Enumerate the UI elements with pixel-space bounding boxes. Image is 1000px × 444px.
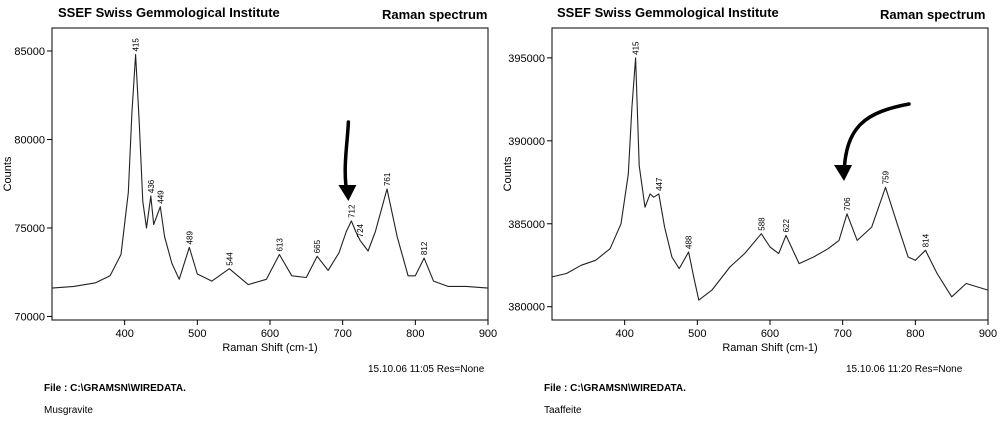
- peak-label: 544: [225, 252, 234, 266]
- arrow-head: [338, 185, 357, 201]
- peak-label: 812: [420, 241, 429, 255]
- y-axis-label: Counts: [2, 156, 14, 191]
- arrow-head: [834, 165, 853, 181]
- peak-label: 489: [185, 231, 194, 245]
- x-tick-label: 800: [906, 328, 924, 340]
- spectrum-line: [551, 57, 989, 301]
- sample-name: Musgravite: [44, 405, 93, 416]
- timestamp: 15.10.06 11:05 Res=None: [368, 364, 485, 375]
- peak-label: 665: [313, 239, 322, 253]
- plot-frame: [51, 27, 489, 321]
- peak-label: 759: [882, 170, 891, 184]
- spectrum-panel-musgravite: SSEF Swiss Gemmological Institute Raman …: [2, 5, 497, 416]
- peak-label: 436: [147, 179, 156, 193]
- peak-label: 761: [383, 172, 392, 186]
- chart-title: Raman spectrum: [382, 7, 488, 22]
- institute-header: SSEF Swiss Gemmological Institute: [58, 5, 280, 20]
- file-path: File : C:\GRAMSN\WIREDATA.: [544, 383, 686, 394]
- peak-label: 447: [655, 177, 664, 191]
- hand-drawn-arrow: [343, 120, 351, 197]
- peak-label: 415: [632, 41, 641, 55]
- y-tick-label: 395000: [508, 53, 545, 65]
- x-tick-label: 400: [115, 328, 133, 340]
- y-tick-label: 70000: [14, 311, 45, 323]
- peak-label: 488: [685, 235, 694, 249]
- y-tick-label: 85000: [14, 46, 45, 58]
- chart-title: Raman spectrum: [880, 7, 986, 22]
- x-tick-label: 900: [479, 328, 497, 340]
- timestamp: 15.10.06 11:20 Res=None: [846, 364, 963, 375]
- x-tick-label: 500: [688, 328, 706, 340]
- y-tick-label: 380000: [508, 302, 545, 314]
- peak-label: 712: [347, 204, 356, 218]
- spectrum-line: [51, 53, 489, 289]
- y-tick-label: 80000: [14, 134, 45, 146]
- peak-label: 613: [275, 238, 284, 252]
- raman-chart-musgravite: 70000 75000 80000 85000 400 500 600 700 800 900 Ra…: [2, 27, 497, 354]
- x-axis-label: Raman Shift (cm-1): [722, 342, 817, 354]
- raman-chart-taaffeite: 380000 385000 390000 395000 400 500 600 700 800 9…: [502, 27, 997, 354]
- hand-drawn-arrow: [842, 102, 911, 177]
- peak-label: 622: [782, 218, 791, 232]
- x-tick-label: 700: [333, 328, 351, 340]
- peak-label: 814: [922, 233, 931, 247]
- x-tick-label: 900: [979, 328, 997, 340]
- peak-label: 415: [132, 38, 141, 52]
- x-tick-label: 600: [261, 328, 279, 340]
- file-path: File : C:\GRAMSN\WIREDATA.: [44, 383, 186, 394]
- y-tick-label: 385000: [508, 219, 545, 231]
- peak-label: 706: [843, 197, 852, 211]
- peak-label: 449: [156, 190, 165, 204]
- x-tick-label: 800: [406, 328, 424, 340]
- institute-header: SSEF Swiss Gemmological Institute: [557, 5, 779, 20]
- y-tick-label: 75000: [14, 223, 45, 235]
- x-axis-label: Raman Shift (cm-1): [222, 342, 317, 354]
- peak-label: 588: [757, 217, 766, 231]
- x-tick-label: 700: [833, 328, 851, 340]
- y-tick-label: 390000: [508, 136, 545, 148]
- x-tick-label: 400: [615, 328, 633, 340]
- x-tick-label: 500: [188, 328, 206, 340]
- peak-label: 724: [356, 223, 365, 237]
- plot-frame: [551, 27, 989, 321]
- y-axis-label: Counts: [502, 156, 514, 191]
- sample-name: Taaffeite: [544, 405, 582, 416]
- spectrum-panel-taaffeite: SSEF Swiss Gemmological Institute Raman …: [500, 0, 1000, 444]
- x-tick-label: 600: [761, 328, 779, 340]
